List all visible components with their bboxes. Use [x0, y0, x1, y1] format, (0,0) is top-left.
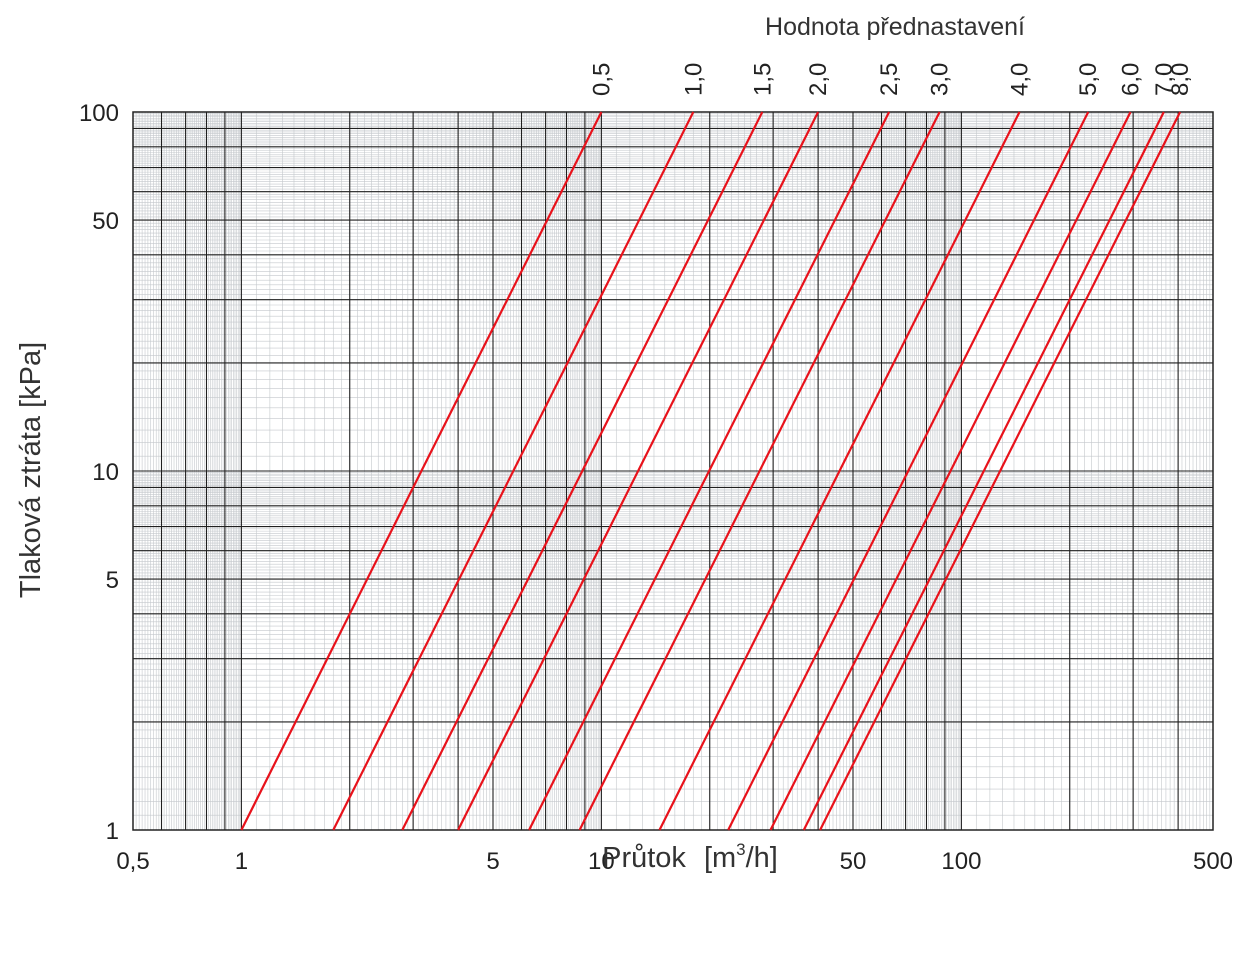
x-tick-label: 100 [941, 848, 981, 875]
x-tick-label: 5 [486, 848, 499, 875]
plot-frame [132, 111, 1214, 831]
major-grid [133, 111, 1213, 831]
series-line-2-5 [528, 111, 891, 831]
series-lines [240, 111, 1182, 831]
series-line-1-0 [332, 111, 695, 831]
chart-title: Hodnota přednastavení [765, 13, 1025, 41]
series-label-4-0: 4,0 [1007, 63, 1034, 96]
series-line-5-0 [727, 111, 1090, 831]
series-line-6-0 [769, 111, 1132, 831]
series-label-2-5: 2,5 [876, 63, 903, 96]
y-tick-label: 1 [106, 818, 119, 845]
series-line-0-5 [240, 111, 603, 831]
series-line-7-0 [802, 111, 1165, 831]
y-tick-labels: 1 5 10 50 100 [79, 100, 119, 845]
series-label-3-0: 3,0 [927, 63, 954, 96]
y-tick-label: 5 [106, 567, 119, 594]
x-axis-unit-suffix: /h] [746, 842, 778, 874]
series-label-8-0: 8,0 [1167, 63, 1194, 96]
series-labels: 0,5 1,0 1,5 2,0 2,5 3,0 4,0 5,0 6,0 7,08,0 [588, 63, 1194, 96]
x-tick-label: 500 [1193, 848, 1233, 875]
series-label-1-0: 1,0 [680, 63, 707, 96]
x-tick-labels: 0,5 1 5 10 50 100 500 [116, 848, 1233, 875]
y-tick-label: 10 [92, 459, 119, 486]
series-label-2-0: 2,0 [805, 63, 832, 96]
series-line-2-0 [457, 111, 820, 831]
series-label-1-5: 1,5 [749, 63, 776, 96]
series-line-1-5 [401, 111, 764, 831]
series-line-3-0 [578, 111, 941, 831]
series-label-7-0: 7,0 [1151, 63, 1178, 96]
x-tick-label: 50 [840, 848, 867, 875]
series-line-8-0 [819, 111, 1182, 831]
x-axis-title: Průtok [m3/h] [602, 840, 778, 874]
x-tick-label: 10 [588, 848, 615, 875]
x-axis-unit-prefix: [m [704, 842, 736, 874]
series-line-4-0 [658, 111, 1021, 831]
y-tick-label: 50 [92, 208, 119, 235]
x-tick-label: 0,5 [116, 848, 149, 875]
series-label-6-0: 6,0 [1118, 63, 1145, 96]
x-tick-label: 1 [235, 848, 248, 875]
series-label-5-0: 5,0 [1075, 63, 1102, 96]
series-label-0-5: 0,5 [588, 63, 615, 96]
y-axis-title: Tlaková ztráta [kPa] [15, 342, 47, 598]
x-axis-unit-superscript: 3 [736, 840, 745, 859]
y-tick-label: 100 [79, 100, 119, 127]
x-axis-title-main: Průtok [602, 842, 686, 874]
